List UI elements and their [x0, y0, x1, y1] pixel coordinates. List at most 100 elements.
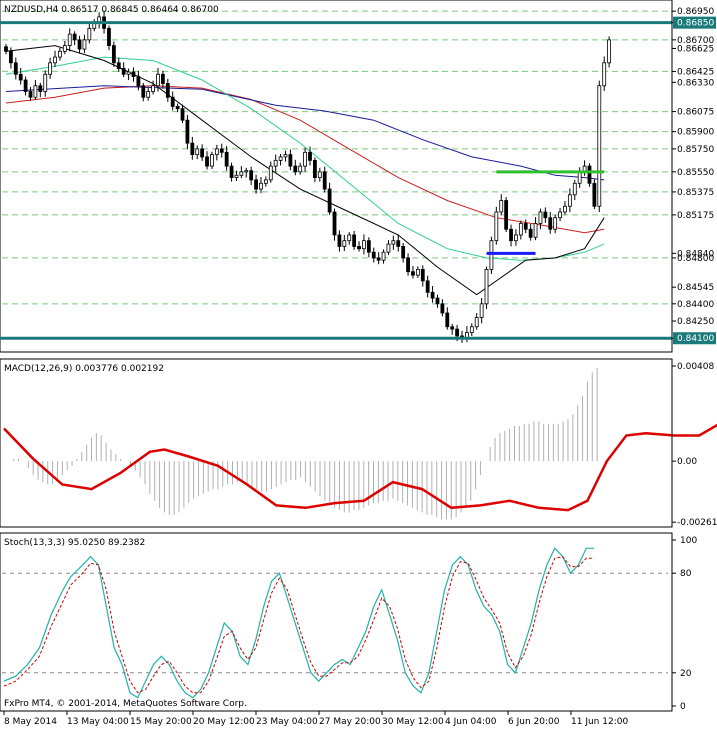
x-tick-label: 13 May 04:00: [67, 717, 129, 727]
stoch-grid: [2, 572, 668, 674]
candle-body: [38, 85, 43, 92]
y-tick-label: 0.00408: [677, 362, 714, 372]
y-tick-label: 0.84840: [677, 249, 714, 259]
candle-body: [234, 174, 239, 178]
candle-body: [445, 312, 450, 328]
candle-body: [406, 257, 410, 273]
candle-body: [303, 151, 307, 167]
levels: [0, 21, 672, 340]
macd-y-axis: 0.00408 0.00 -0.002617: [671, 359, 717, 528]
candle-body: [567, 194, 572, 207]
candle-body: [357, 246, 361, 250]
candle-body: [528, 228, 533, 238]
candle-body: [396, 240, 401, 247]
stoch-y-axis: 100 80 20 0: [671, 533, 697, 712]
y-tick-label: 80: [680, 569, 692, 579]
candle-body: [43, 73, 48, 92]
candle-body: [494, 211, 499, 242]
candle-body: [386, 243, 391, 253]
candle-body: [175, 106, 180, 110]
candle-body: [53, 56, 57, 64]
candle-body: [288, 154, 293, 167]
candle-body: [23, 79, 28, 92]
y-tick-label: 0.86425: [677, 67, 714, 77]
candle-body: [165, 83, 170, 98]
x-tick-label: 15 May 20:00: [130, 717, 192, 727]
x-tick-label: 6 Jun 20:00: [508, 717, 560, 727]
candle-body: [205, 156, 209, 167]
candle-body: [327, 188, 332, 213]
stoch-panel: Stoch(13,3,3) 95.0250 89.2382 FxPro MT4,…: [0, 532, 697, 712]
candle-body: [558, 211, 562, 219]
y-tick-label: 0.85900: [677, 128, 714, 138]
y-tick-label: 0.84100: [677, 334, 714, 344]
price-tag: [673, 16, 716, 29]
candle-body: [376, 257, 381, 261]
y-tick-label: 0: [680, 702, 686, 712]
candle-body: [371, 251, 376, 259]
candle-body: [82, 39, 87, 50]
candle-body: [425, 280, 430, 293]
candle-body: [58, 50, 62, 58]
candle-body: [259, 182, 263, 190]
candle-body: [308, 151, 312, 161]
candle-body: [420, 268, 425, 282]
candle-body: [362, 240, 366, 250]
candle-body: [146, 91, 151, 98]
candle-body: [538, 211, 543, 224]
y-tick-label: 0.85550: [677, 168, 714, 178]
stoch-main-line: [3, 547, 595, 699]
candle-body: [577, 171, 582, 184]
candle-body: [474, 317, 479, 328]
candle-body: [72, 33, 77, 41]
candle-body: [180, 108, 185, 121]
candle-body: [435, 297, 440, 305]
candle-body: [200, 148, 205, 158]
candle-body: [499, 200, 504, 213]
y-tick-label: 0.86700: [677, 36, 714, 46]
candle-body: [479, 303, 484, 318]
x-tick-label: 8 May 2014: [4, 717, 57, 727]
candle-body: [170, 96, 175, 107]
y-tick-label: 20: [680, 669, 692, 679]
candle-body: [322, 171, 327, 190]
y-tick-label: 0.85375: [677, 188, 714, 198]
y-tick-label: 0.86950: [677, 7, 714, 17]
copyright: FxPro MT4, © 2001-2014, MetaQuotes Softw…: [4, 699, 247, 709]
candle-body: [332, 211, 337, 236]
candle-body: [342, 240, 347, 247]
macd-panel: MACD(12,26,9) 0.003776 0.002192 0.004080…: [0, 358, 717, 528]
candle-body: [33, 85, 38, 98]
candle-body: [514, 234, 518, 242]
candle-body: [489, 240, 494, 270]
candle-body: [156, 73, 160, 87]
candle-body: [111, 45, 116, 64]
y-tick-label: 0.86850: [677, 19, 714, 29]
candle-body: [4, 46, 8, 52]
stoch-panel-frame: [0, 532, 673, 712]
candle-body: [18, 73, 23, 81]
candle-body: [263, 179, 268, 184]
candle-body: [210, 154, 214, 167]
candles: [4, 11, 611, 343]
candle-body: [298, 165, 303, 173]
x-tick-label: 20 May 12:00: [193, 717, 255, 727]
time-axis: 8 May 2014 13 May 04:00 15 May 20:00 20 May…: [3, 711, 628, 727]
candle-body: [141, 85, 146, 98]
candle-body: [13, 62, 18, 75]
candle-body: [337, 234, 342, 247]
candle-body: [219, 148, 224, 153]
candle-body: [548, 217, 553, 230]
candle-body: [484, 268, 489, 305]
candle-body: [268, 165, 273, 181]
candle-body: [543, 211, 548, 219]
candle-body: [533, 223, 538, 238]
candle-body: [415, 268, 420, 276]
y-tick-label: 0.00: [677, 457, 697, 467]
candle-body: [283, 154, 288, 158]
candle-body: [224, 151, 229, 167]
candle-body: [469, 326, 474, 333]
candle-body: [278, 156, 283, 161]
y-tick-label: 0.84250: [677, 317, 714, 327]
